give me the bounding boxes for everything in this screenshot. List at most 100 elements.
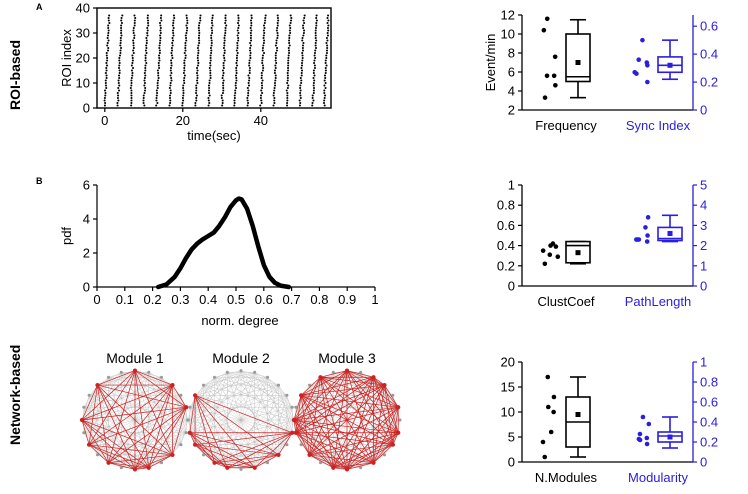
raster-spike xyxy=(299,76,302,80)
raster-spike xyxy=(327,24,330,27)
raster-spike xyxy=(131,56,134,60)
raster-spike xyxy=(183,64,186,67)
raster-spike xyxy=(183,74,186,77)
raster-spike xyxy=(289,31,292,35)
raster-spike xyxy=(185,31,188,35)
raster-spike xyxy=(169,84,172,87)
raster-spike xyxy=(221,91,225,95)
raster-spike xyxy=(171,36,174,40)
raster-spike xyxy=(155,99,158,102)
raster-spike xyxy=(274,79,277,82)
raster-ytick-label: 10 xyxy=(76,76,90,91)
raster-spike xyxy=(236,21,240,25)
raster-spike xyxy=(157,74,160,77)
raster-spike xyxy=(181,104,184,107)
raster-spike xyxy=(221,69,224,72)
raster-spike xyxy=(276,34,279,37)
raster-spike xyxy=(181,96,184,100)
network-edge-background xyxy=(97,372,122,455)
raster-spike xyxy=(171,24,174,27)
raster-spike xyxy=(249,49,252,52)
panel-label-a: A xyxy=(36,2,43,12)
network-edge-module xyxy=(108,384,173,464)
degree-pdf-plot: 0 2 4 6 0 0.1 0.2 0.3 0.4 0.5 0.6 0.7 0.8 0.9 1 norm. d… xyxy=(59,178,379,329)
network-edge-module xyxy=(293,370,348,421)
network-node-module xyxy=(396,430,401,435)
network-node-module xyxy=(331,465,336,470)
network-edge-module xyxy=(108,462,149,469)
raster-spike xyxy=(106,59,109,62)
raster-spike xyxy=(130,76,133,80)
raster-spike xyxy=(207,104,210,107)
raster-spike xyxy=(275,49,278,52)
network-edge-module xyxy=(88,385,98,445)
raster-spike xyxy=(117,66,121,70)
raster-spike xyxy=(233,101,236,105)
raster-spike xyxy=(171,44,174,47)
network-edge-background xyxy=(194,377,215,396)
network-edge-background xyxy=(83,407,173,456)
raster-spike xyxy=(143,76,146,80)
raster-spike xyxy=(325,41,328,45)
raster-spike xyxy=(288,29,291,32)
network-edge-background xyxy=(320,377,401,421)
network-edge-module xyxy=(346,462,374,470)
box-left-ylabel: Event/min xyxy=(483,34,498,92)
raster-spike xyxy=(130,91,133,95)
raster-spike xyxy=(207,91,211,95)
raster-spike xyxy=(264,16,267,20)
raster-spike xyxy=(299,89,302,92)
raster-spike xyxy=(323,104,326,107)
raster-spike xyxy=(248,76,251,80)
raster-spike xyxy=(130,79,133,82)
network-edge-background xyxy=(203,384,293,408)
network-edge-background xyxy=(83,407,149,468)
raster-spike xyxy=(156,69,159,72)
raster-spike xyxy=(209,59,212,62)
raster-spike xyxy=(159,24,162,27)
raster-spike xyxy=(315,21,318,25)
raster-spike xyxy=(157,71,160,75)
module-title: Module 1 xyxy=(106,350,164,366)
raster-spike xyxy=(118,89,121,92)
network-node-module xyxy=(276,452,281,458)
box-group-label: Modularity xyxy=(628,470,688,485)
box-data-point xyxy=(540,439,546,445)
network-edge-module xyxy=(373,376,399,408)
box-mean-marker xyxy=(575,412,581,417)
raster-spike xyxy=(119,36,122,40)
raster-spike xyxy=(156,91,159,95)
network-edge-background xyxy=(121,372,187,433)
box-left-tick-label: 15 xyxy=(501,380,515,395)
box-right-tick-label: 2 xyxy=(700,238,707,253)
raster-spike xyxy=(195,91,198,95)
raster-spike xyxy=(107,49,110,52)
raster-spike xyxy=(246,96,249,100)
raster-spike xyxy=(301,36,304,40)
network-edge-background xyxy=(227,372,255,468)
pdf-xtick-label: 0.8 xyxy=(310,292,328,307)
network-edge-module xyxy=(309,444,393,456)
raster-spike xyxy=(299,91,302,95)
box-right-tick-label: 0.4 xyxy=(700,47,718,62)
raster-spike xyxy=(168,96,172,100)
raster-spike xyxy=(118,64,121,67)
box-right-tick-label: 0.6 xyxy=(700,395,718,410)
raster-spike xyxy=(107,19,110,22)
network-edge-module xyxy=(81,384,98,421)
raster-spike xyxy=(169,66,173,70)
raster-spike xyxy=(132,29,135,32)
network-edge-module xyxy=(300,395,348,470)
raster-spike xyxy=(234,89,237,92)
network-edge-module xyxy=(373,377,399,433)
raster-spike xyxy=(262,44,265,47)
raster-spike xyxy=(209,54,212,57)
network-edge-module xyxy=(194,395,228,468)
raster-spike xyxy=(287,49,291,52)
raster-spike xyxy=(262,34,265,37)
raster-spike xyxy=(303,21,306,25)
network-edge-module xyxy=(194,444,215,464)
raster-spike xyxy=(146,31,149,35)
raster-spike xyxy=(196,54,199,57)
raster-spike xyxy=(300,81,303,85)
